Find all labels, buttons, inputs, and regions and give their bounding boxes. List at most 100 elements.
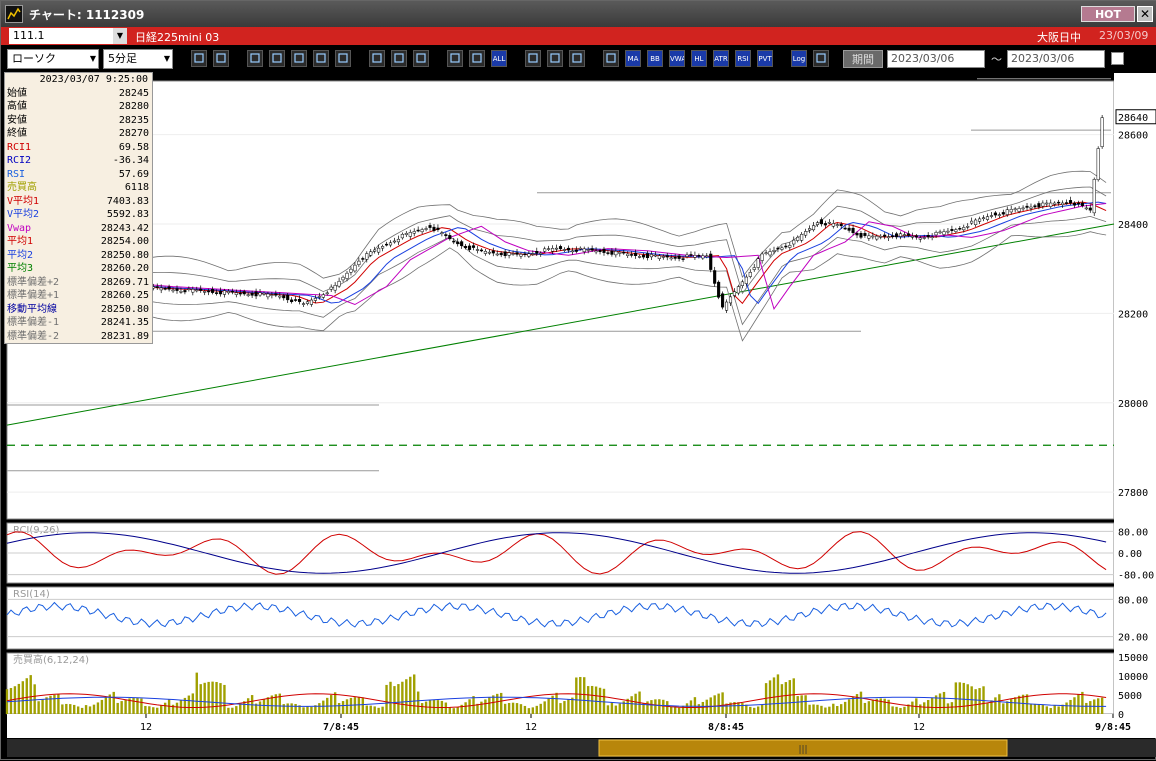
info-row: 標準偏差+1 28260.25 [5,289,152,303]
candle-body [641,254,646,258]
volume-bar [409,676,412,714]
all-icon[interactable]: ALL [491,50,507,67]
volume-bar [1021,694,1025,714]
bar2-icon[interactable] [469,50,485,67]
scrollbar-grip: ||| [798,745,807,755]
candle-body [448,235,452,240]
volume-bar [231,707,234,714]
chart-canvas[interactable]: 28600 28400 28200 28000 27800 28640 RCI(9,26) 8… [1,73,1156,761]
time-tick-label: 8/8:45 [708,722,744,733]
interval-select[interactable]: 5分足 ▼ [103,49,173,69]
option-checkbox[interactable] [1111,52,1124,65]
search-icon[interactable] [269,50,285,67]
volume-bar [499,692,503,714]
scrollbar-thumb[interactable] [598,739,1008,757]
volume-bar [322,700,325,714]
volume-bar [306,706,309,714]
candle-body [464,245,468,248]
multi-icon[interactable] [313,50,329,67]
price-tick-label: 27800 [1118,488,1148,499]
crosshair-icon[interactable] [213,50,229,67]
pen-icon[interactable] [547,50,563,67]
trend-icon[interactable] [369,50,385,67]
log-icon[interactable]: Log [791,50,807,67]
candle-body [764,252,768,254]
candle-body [1065,202,1069,204]
volume-bar [780,684,784,714]
candle-body [989,215,993,217]
volume-bar [812,704,815,714]
volume-bar [539,703,542,714]
stk-icon[interactable] [603,50,619,67]
candle-body [748,272,752,277]
volume-bar [919,704,922,714]
info-label: 標準偏差+1 [7,290,60,301]
volume-bar [49,695,52,714]
candle-body [369,251,373,256]
close-icon[interactable]: ✕ [1137,6,1153,22]
window-title: チャート: 1112309 [29,8,145,22]
color-icon[interactable] [569,50,585,67]
bb-icon[interactable]: BB [647,50,663,67]
volume-bar [45,697,48,714]
candle-body [1005,209,1009,215]
zoom-icon[interactable] [191,50,207,67]
candle-body [610,251,614,255]
pvt-icon[interactable]: PVT [757,50,773,67]
candle-body [630,254,634,256]
hot-button[interactable]: HOT [1081,6,1135,22]
volume-bar [405,679,408,714]
rsi-tick-label: 80.00 [1118,595,1148,606]
candle-body [163,288,167,290]
scale-icon[interactable] [291,50,307,67]
gear-icon[interactable] [525,50,541,67]
candle-body [685,254,689,257]
candle-body [262,293,266,295]
pointer-icon[interactable] [391,50,407,67]
volume-bar [1089,701,1092,714]
candle-body [436,227,440,230]
volume-bar [523,705,527,714]
candle-body [855,232,859,236]
candle-body [926,234,930,238]
redo-icon[interactable] [413,50,429,67]
to-date-input[interactable]: 2023/03/06 [1007,50,1105,68]
trend-line [6,223,1115,426]
vwap-icon[interactable]: VWA [669,50,685,67]
volume-bar [756,706,760,714]
candle-body [752,267,756,270]
candle-body [788,245,792,248]
compare-icon[interactable] [247,50,263,67]
from-date-input[interactable]: 2023/03/06 [887,50,985,68]
volume-bar [258,701,262,714]
bollinger-band-line [6,231,1107,342]
volume-bar [227,707,230,714]
volume-bar [871,699,875,714]
ma-icon[interactable]: MA [625,50,641,67]
chart-type-select[interactable]: ローソク ▼ [7,49,99,69]
volume-bar [61,704,64,714]
chevron-down-icon[interactable]: ▼ [113,28,127,44]
code-select[interactable]: 111.1 [9,28,127,44]
candle-body [392,240,396,243]
info-row: 売買高 6118 [5,181,152,195]
atr-icon[interactable]: ATR [713,50,729,67]
candle-body [424,228,428,230]
candle-body [811,225,816,231]
hl-icon[interactable]: HL [691,50,707,67]
candle-body [669,257,673,260]
volume-bar [286,703,289,714]
layout-icon[interactable] [813,50,829,67]
volume-bar [681,705,685,714]
chart-panel-bg [6,80,1115,520]
candle-body [981,217,986,220]
candle-body [732,291,737,296]
volume-bar [262,699,266,714]
bar1-icon[interactable] [447,50,463,67]
volume-bar [239,703,242,714]
period-button[interactable]: 期間 [843,50,883,68]
rsi-icon[interactable]: RSI [735,50,751,67]
candle-body [167,286,171,290]
candle-body [290,299,294,303]
measure-icon[interactable] [335,50,351,67]
